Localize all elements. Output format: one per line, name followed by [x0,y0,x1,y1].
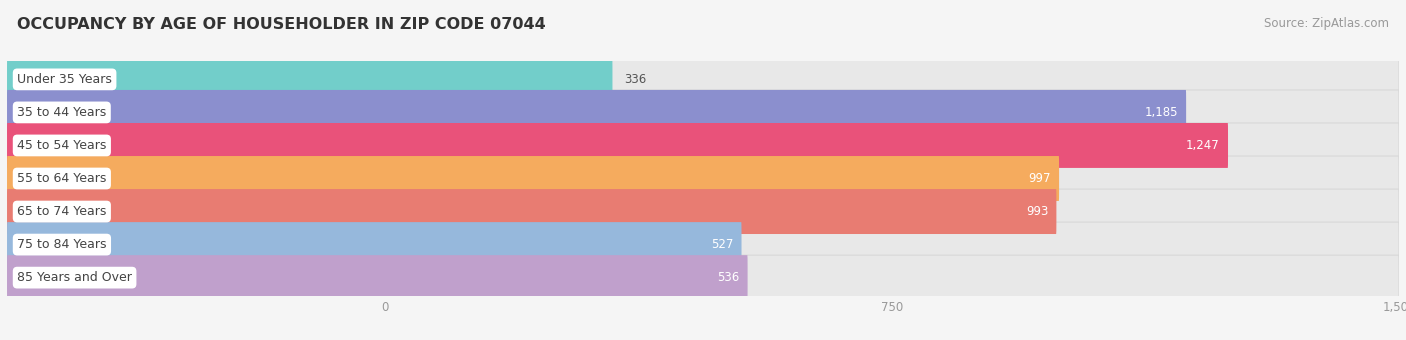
Text: Under 35 Years: Under 35 Years [17,73,112,86]
Text: 65 to 74 Years: 65 to 74 Years [17,205,107,218]
Text: 55 to 64 Years: 55 to 64 Years [17,172,107,185]
Text: OCCUPANCY BY AGE OF HOUSEHOLDER IN ZIP CODE 07044: OCCUPANCY BY AGE OF HOUSEHOLDER IN ZIP C… [17,17,546,32]
Text: 527: 527 [711,238,734,251]
FancyBboxPatch shape [7,255,1399,300]
FancyBboxPatch shape [7,156,1399,201]
FancyBboxPatch shape [7,255,748,300]
Text: 997: 997 [1028,172,1052,185]
FancyBboxPatch shape [7,57,1399,102]
FancyBboxPatch shape [7,222,1399,267]
FancyBboxPatch shape [7,90,1187,135]
FancyBboxPatch shape [7,123,1227,168]
FancyBboxPatch shape [7,156,1059,201]
Text: Source: ZipAtlas.com: Source: ZipAtlas.com [1264,17,1389,30]
Text: 1,185: 1,185 [1144,106,1178,119]
FancyBboxPatch shape [7,222,741,267]
Text: 536: 536 [717,271,740,284]
FancyBboxPatch shape [7,90,1399,135]
Text: 336: 336 [624,73,647,86]
FancyBboxPatch shape [7,123,1399,168]
FancyBboxPatch shape [7,189,1399,234]
Text: 45 to 54 Years: 45 to 54 Years [17,139,107,152]
Text: 35 to 44 Years: 35 to 44 Years [17,106,107,119]
Text: 993: 993 [1026,205,1049,218]
FancyBboxPatch shape [7,189,1056,234]
FancyBboxPatch shape [7,57,613,102]
Text: 75 to 84 Years: 75 to 84 Years [17,238,107,251]
Text: 85 Years and Over: 85 Years and Over [17,271,132,284]
Text: 1,247: 1,247 [1187,139,1220,152]
